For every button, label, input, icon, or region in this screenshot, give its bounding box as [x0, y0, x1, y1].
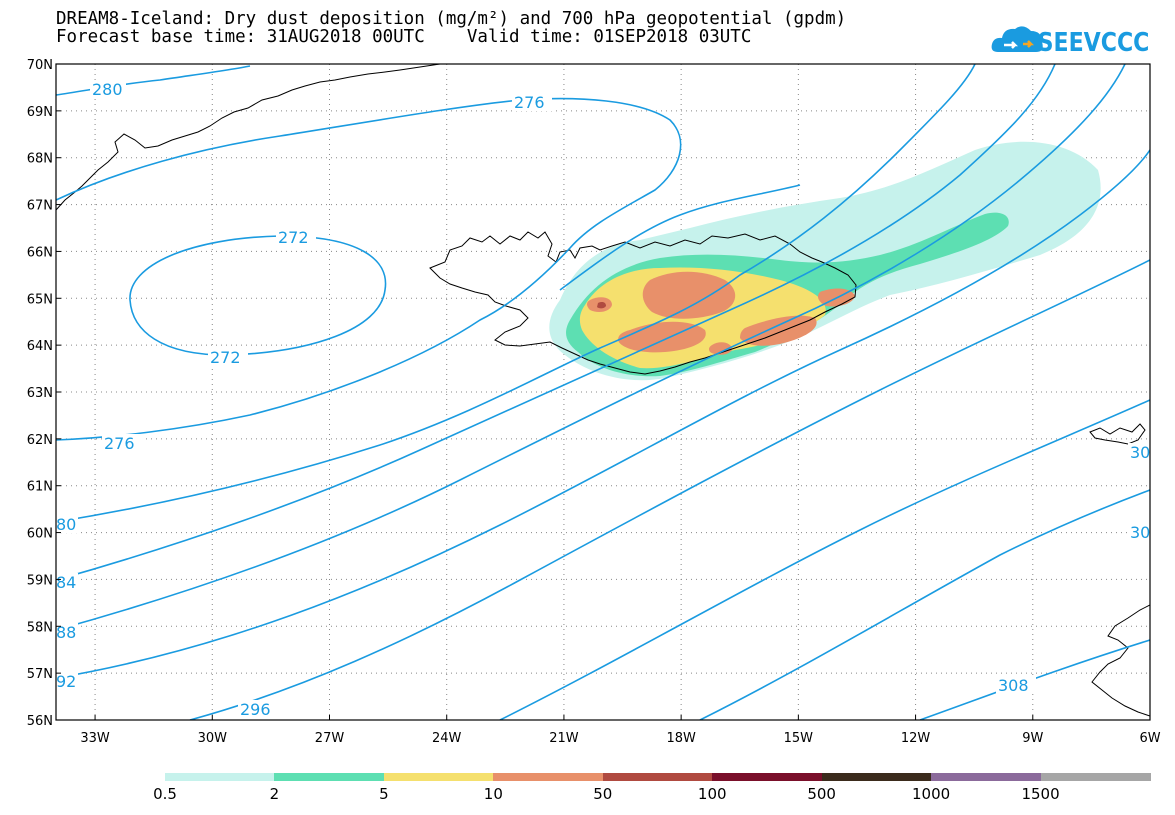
colorbar-segment — [821, 773, 932, 781]
dust-level-10-a — [642, 271, 736, 319]
lon-label: 27W — [315, 731, 345, 746]
colorbar-label: 50 — [593, 785, 613, 803]
contour-296 — [189, 259, 1150, 720]
latitude-labels: 70N 69N 68N 67N 66N 65N 64N 63N 62N 61N 60N 59N 58N 5… — [27, 58, 53, 729]
lon-label: 18W — [666, 731, 696, 746]
contour-label: 30 — [1130, 443, 1150, 462]
contour-label: 296 — [240, 700, 271, 719]
lon-label: 24W — [432, 731, 462, 746]
contour-304 — [699, 489, 1150, 720]
axis-ticks — [56, 63, 1151, 721]
contour-iceland-ridge — [559, 184, 801, 291]
longitude-labels: 33W 30W 27W 24W 21W 18W 15W 12W 9W 6W — [80, 731, 1160, 746]
faroe-islands-coastline — [1089, 423, 1146, 445]
colorbar-label: 10 — [483, 785, 503, 803]
colorbar-segment — [383, 773, 494, 781]
contour-label: 80 — [56, 515, 76, 534]
contour-300 — [499, 399, 1150, 720]
dust-level-10-b — [618, 321, 706, 353]
lat-label: 59N — [27, 573, 53, 588]
colorbar-segment — [1040, 773, 1151, 781]
contour-label: 84 — [56, 573, 76, 592]
contour-label: 272 — [210, 348, 241, 367]
logo-text: SEEVCCC — [1038, 27, 1150, 57]
colorbar-legend: 0.5 2 5 10 50 100 500 1000 1500 — [153, 773, 1151, 813]
dust-level-10-f — [708, 342, 732, 355]
colorbar-label: 2 — [269, 785, 280, 803]
cloud-icon — [991, 26, 1043, 52]
lat-label: 69N — [27, 105, 53, 120]
lat-label: 62N — [27, 433, 53, 448]
lat-label: 66N — [27, 245, 53, 260]
lat-label: 57N — [27, 667, 53, 682]
iceland-coastline — [429, 231, 857, 375]
lat-label: 64N — [27, 339, 53, 354]
contour-280-north — [56, 65, 251, 96]
contour-label: 276 — [514, 93, 545, 112]
contour-288 — [56, 64, 1126, 631]
seevccc-logo: SEEVCCC — [991, 26, 1150, 57]
dust-deposition-shading — [549, 141, 1101, 381]
colorbar-label: 1000 — [912, 785, 951, 803]
contour-276-north — [56, 97, 682, 441]
lon-label: 30W — [198, 731, 228, 746]
contour-label: 280 — [92, 80, 123, 99]
greenland-coastline — [56, 64, 441, 211]
lon-label: 33W — [80, 731, 110, 746]
scotland-coastline — [1091, 604, 1150, 717]
lat-label: 63N — [27, 386, 53, 401]
colorbar-label: 0.5 — [153, 785, 177, 803]
geopotential-contours — [56, 64, 1150, 720]
lat-label: 70N — [27, 58, 53, 73]
colorbar-label: 100 — [697, 785, 727, 803]
title-line-2: Forecast base time: 31AUG2018 00UTC Vali… — [56, 27, 752, 47]
contour-label: 276 — [104, 434, 135, 453]
contour-280 — [56, 64, 976, 523]
title-line-1: DREAM8-Iceland: Dry dust deposition (mg/… — [56, 9, 847, 29]
dust-level-50 — [597, 302, 606, 309]
colorbar-label: 500 — [807, 785, 836, 803]
contour-labels: 280 276 272 272 276 80 84 88 92 296 308 … — [56, 80, 1150, 719]
contour-272-ring — [129, 235, 387, 356]
lat-label: 56N — [27, 714, 53, 729]
map-title: DREAM8-Iceland: Dry dust deposition (mg/… — [56, 10, 846, 46]
colorbar-segment — [274, 773, 385, 781]
lat-label: 61N — [27, 480, 53, 495]
lat-label: 60N — [27, 527, 53, 542]
contour-292 — [56, 149, 1150, 679]
lon-label: 9W — [1022, 731, 1043, 746]
colorbar-segment — [602, 773, 713, 781]
contour-label: 308 — [998, 676, 1029, 695]
lat-label: 68N — [27, 152, 53, 167]
colorbar-label: 5 — [379, 785, 389, 803]
lon-label: 21W — [549, 731, 579, 746]
colorbar-segment — [493, 773, 604, 781]
lat-label: 65N — [27, 292, 53, 307]
lon-label: 12W — [901, 731, 931, 746]
coastlines — [56, 64, 1150, 717]
colorbar-segment — [165, 773, 275, 781]
contour-label: 88 — [56, 623, 76, 642]
lat-label: 58N — [27, 620, 53, 635]
contour-label: 30 — [1130, 523, 1150, 542]
contour-label: 272 — [278, 228, 309, 247]
contour-label: 92 — [56, 672, 76, 691]
contour-284 — [56, 64, 1056, 581]
colorbar-label: 1500 — [1021, 785, 1060, 803]
lon-label: 6W — [1139, 731, 1160, 746]
colorbar-segment — [931, 773, 1042, 781]
lon-label: 15W — [784, 731, 814, 746]
colorbar-segment — [712, 773, 823, 781]
lat-label: 67N — [27, 199, 53, 214]
dust-level-10-c — [740, 315, 817, 346]
